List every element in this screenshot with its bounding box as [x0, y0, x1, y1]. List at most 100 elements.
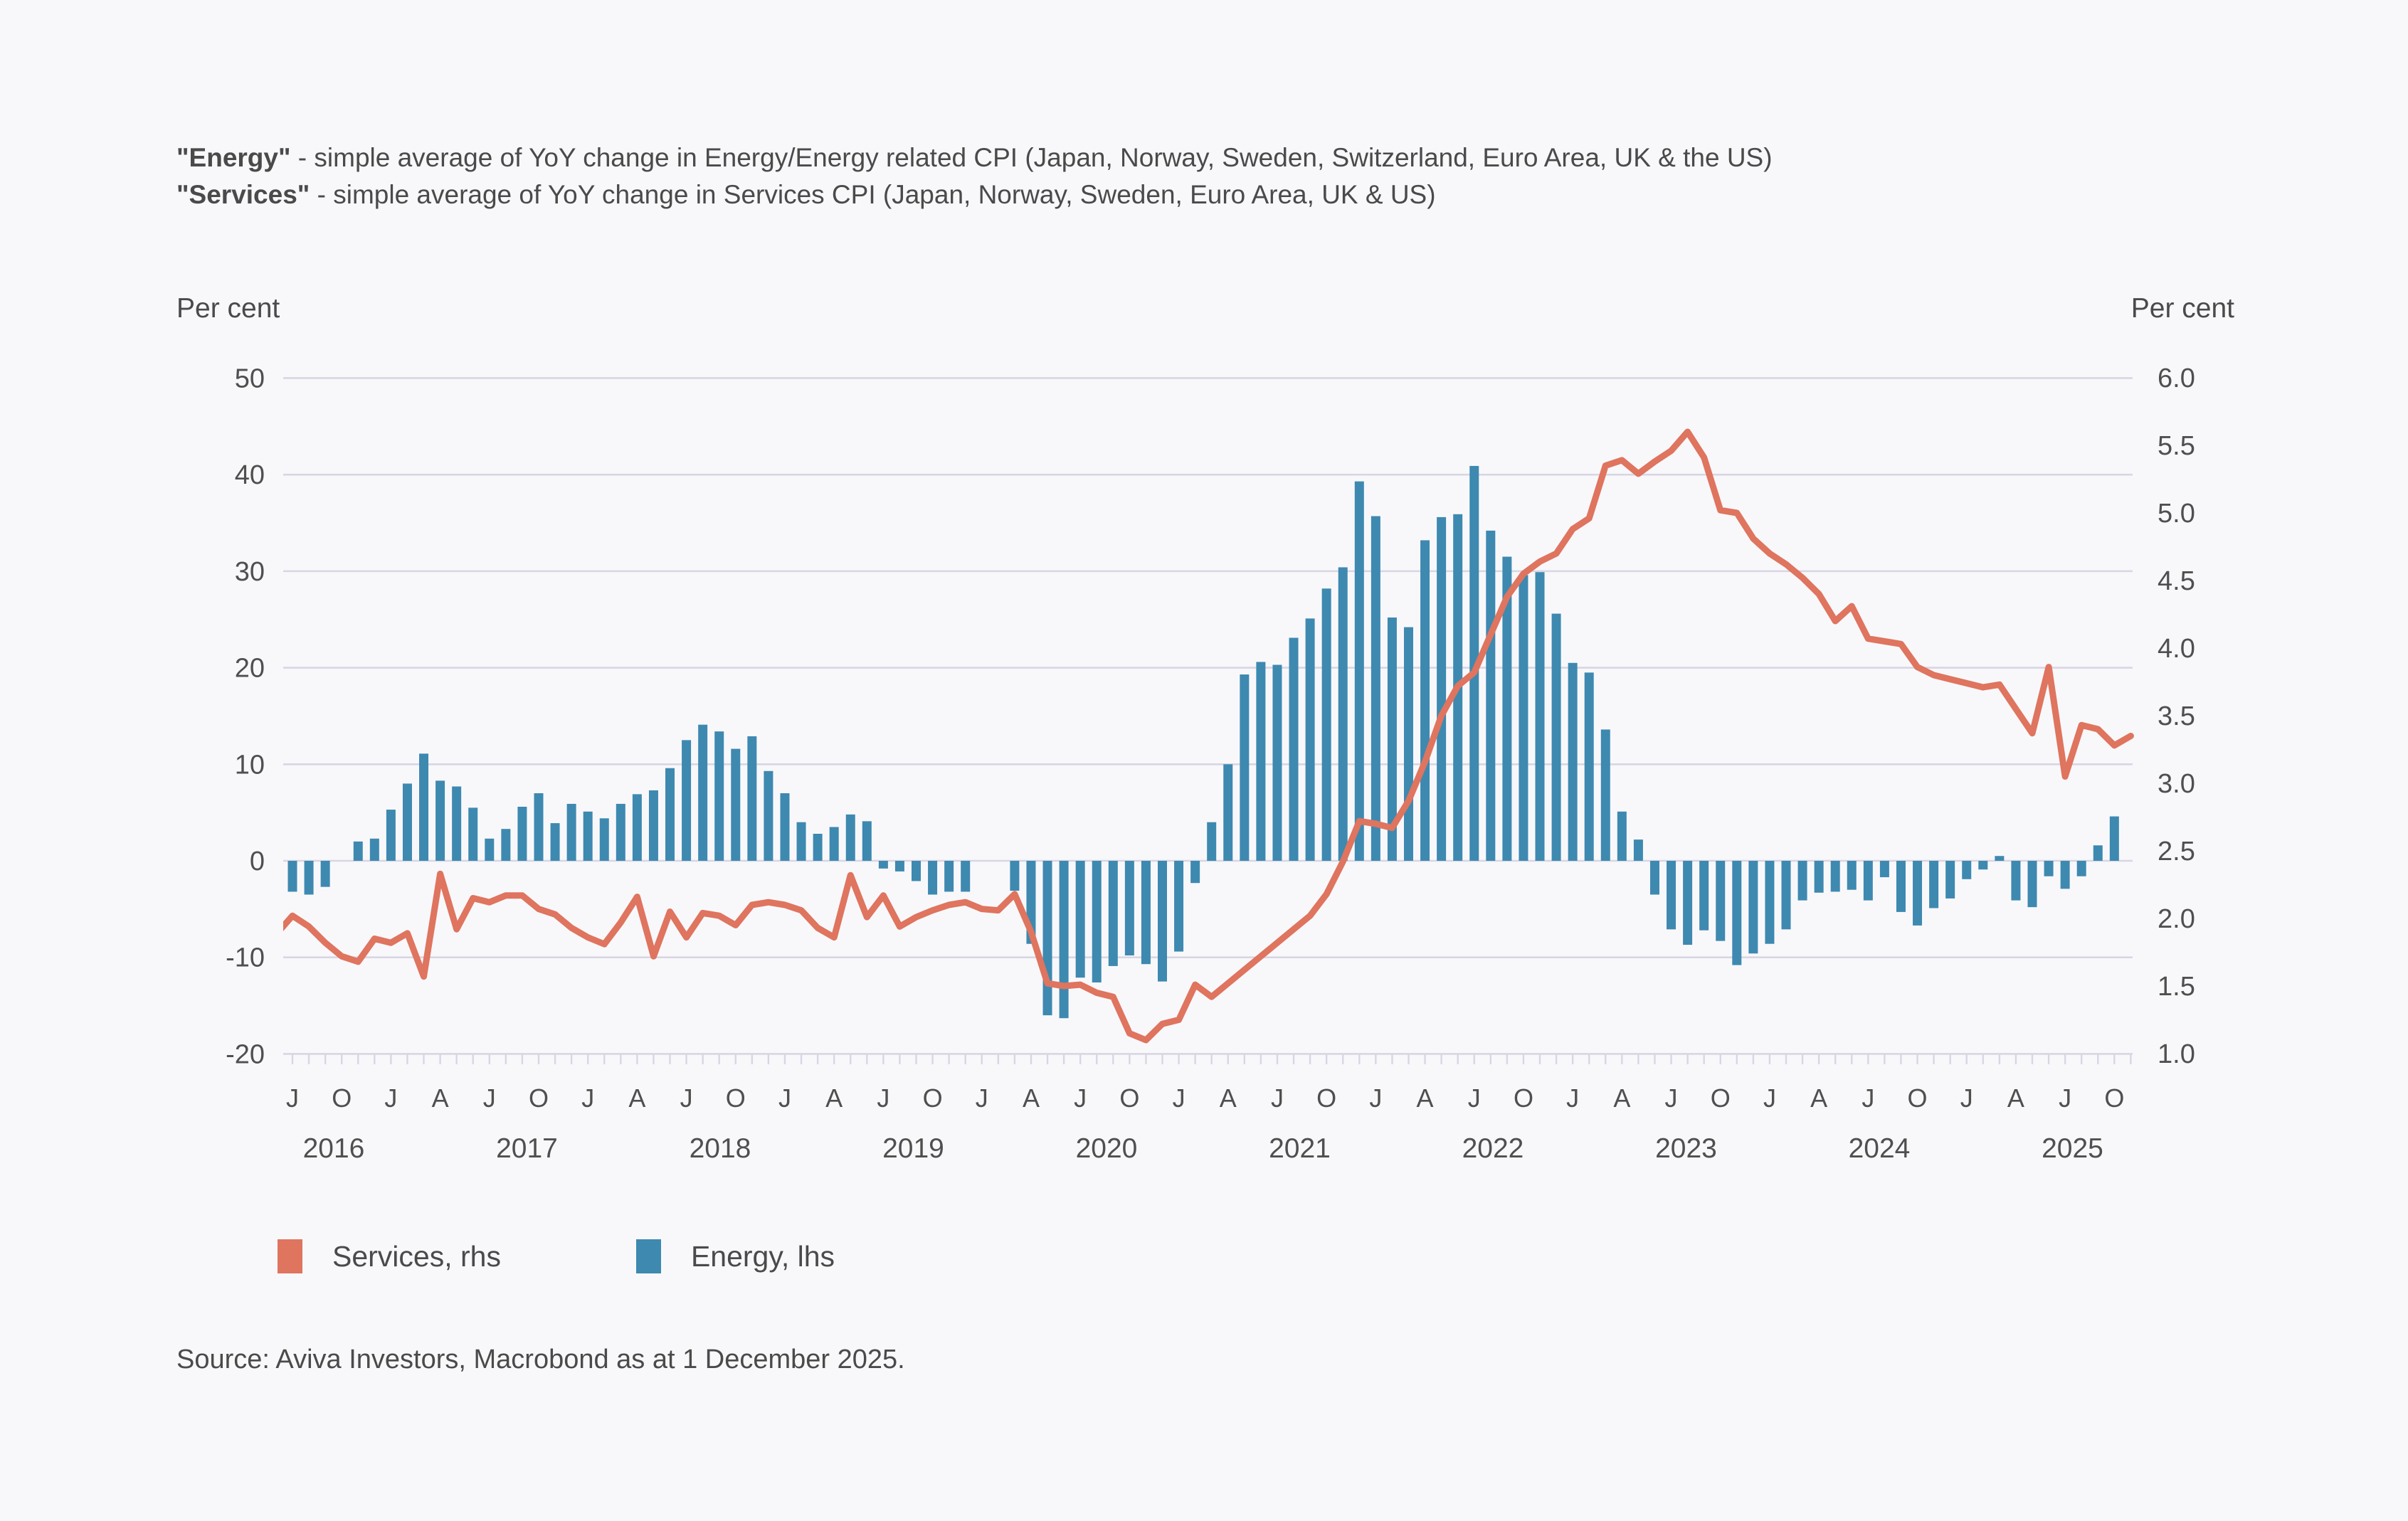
left-axis-tick: -20: [226, 1039, 265, 1069]
title-energy-term: "Energy": [176, 143, 291, 172]
energy-bar: [1781, 861, 1791, 930]
right-axis: 6.0 5.5 5.0 4.5 4.0 3.5 3.0 2.5 2.0 1.5 1.0: [2158, 364, 2195, 1069]
energy-bar: [1732, 861, 1742, 965]
right-axis-tick: 5.0: [2158, 499, 2195, 529]
energy-bar: [1387, 618, 1397, 861]
energy-bar: [2076, 861, 2086, 876]
energy-bar: [1633, 839, 1643, 861]
energy-bar: [1765, 861, 1775, 944]
energy-bar: [796, 822, 806, 861]
energy-bar: [2011, 861, 2021, 901]
left-axis-tick: 50: [235, 364, 265, 393]
year-label: 2017: [496, 1133, 558, 1164]
month-tick-label: A: [1417, 1083, 1434, 1113]
month-tick-label: A: [1613, 1083, 1630, 1113]
energy-bar: [616, 803, 625, 861]
chart-title: "Energy" - simple average of YoY change …: [176, 139, 1773, 213]
right-axis-tick: 2.5: [2158, 837, 2195, 867]
energy-bar: [419, 753, 429, 861]
energy-bar: [648, 790, 658, 861]
month-tick-label: J: [1074, 1083, 1087, 1113]
right-axis-tick: 3.5: [2158, 701, 2195, 731]
month-tick-label: J: [483, 1083, 496, 1113]
energy-bar: [1535, 572, 1545, 861]
energy-bar: [1797, 861, 1807, 901]
energy-bar: [632, 794, 642, 861]
energy-bar: [599, 818, 609, 861]
month-tick-label: J: [581, 1083, 594, 1113]
energy-bar: [1042, 861, 1052, 1016]
right-axis-unit-label: Per cent: [2130, 293, 2234, 324]
energy-bar: [1879, 861, 1889, 878]
energy-bar: [1108, 861, 1118, 966]
energy-bar: [731, 748, 741, 861]
energy-bar: [1502, 556, 1512, 861]
energy-bar: [780, 793, 790, 861]
month-tick-label: A: [432, 1083, 449, 1113]
title-services-term: "Services": [176, 180, 310, 209]
energy-bar: [1847, 861, 1857, 890]
energy-bar: [1469, 465, 1479, 861]
month-tick-label: A: [628, 1083, 645, 1113]
energy-bar: [1321, 588, 1331, 861]
left-axis-tick: 20: [235, 654, 265, 684]
energy-bar: [1551, 613, 1561, 861]
month-tick-label: J: [1763, 1083, 1776, 1113]
energy-bar: [1830, 861, 1840, 892]
month-tick-label: J: [1665, 1083, 1678, 1113]
energy-bar: [402, 783, 412, 861]
left-axis-tick: 40: [235, 460, 265, 490]
month-tick-label: J: [1271, 1083, 1284, 1113]
energy-bar: [813, 834, 823, 861]
energy-bar: [928, 861, 938, 895]
energy-bar: [386, 810, 396, 861]
year-label: 2019: [882, 1133, 944, 1164]
energy-bar: [829, 827, 839, 861]
energy-bar: [1092, 861, 1102, 982]
energy-bar: [1157, 861, 1167, 982]
year-label: 2024: [1849, 1133, 1911, 1164]
energy-bar: [1863, 861, 1873, 901]
energy-bar: [845, 814, 855, 861]
month-tick-label: O: [726, 1083, 746, 1113]
right-axis-tick: 2.0: [2158, 904, 2195, 934]
month-tick-label: O: [332, 1083, 352, 1113]
month-tick-label: J: [1369, 1083, 1382, 1113]
month-tick-label: O: [1119, 1083, 1139, 1113]
month-tick-label: O: [1514, 1083, 1533, 1113]
energy-bar: [1978, 861, 1988, 870]
right-axis-tick: 1.5: [2158, 972, 2195, 1002]
energy-bar: [1207, 822, 1217, 861]
energy-bar: [1600, 729, 1610, 861]
energy-color-swatch: [635, 1239, 661, 1273]
energy-bar: [1437, 516, 1447, 861]
energy-bar: [1748, 861, 1758, 954]
month-tick-label: O: [1711, 1083, 1731, 1113]
energy-bar: [485, 838, 495, 861]
energy-bar: [894, 861, 904, 871]
month-tick-label: O: [1316, 1083, 1336, 1113]
energy-bar: [1420, 540, 1430, 861]
right-axis-tick: 5.5: [2158, 431, 2195, 461]
energy-bar: [665, 768, 675, 861]
energy-bar: [1371, 516, 1380, 861]
energy-bar: [501, 829, 511, 861]
energy-bar: [2093, 845, 2103, 861]
energy-bar: [287, 861, 297, 892]
energy-bar: [862, 821, 872, 861]
title-line-services: "Services" - simple average of YoY chang…: [176, 180, 1436, 209]
energy-bar: [1568, 662, 1578, 861]
month-tick-label: J: [1173, 1083, 1185, 1113]
energy-bar: [1699, 861, 1709, 931]
year-label: 2025: [2042, 1133, 2103, 1164]
energy-bar: [912, 861, 922, 881]
energy-bar: [1486, 530, 1496, 861]
energy-bar: [1683, 861, 1693, 945]
energy-bar: [1338, 567, 1348, 861]
energy-bar: [1913, 861, 1923, 926]
services-line: [283, 428, 2134, 1044]
x-axis: J O J A J O J A J O J A J O J A J O J A J O J A J O J A J O J A J O J A J O20…: [286, 1054, 2132, 1164]
energy-bar: [1272, 664, 1282, 861]
energy-bar: [1223, 764, 1233, 861]
